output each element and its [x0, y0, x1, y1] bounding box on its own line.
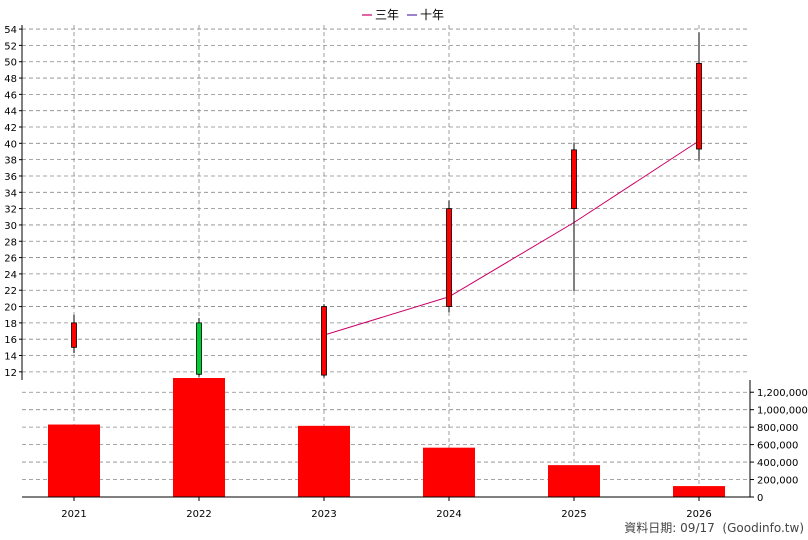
volume-bar [48, 424, 100, 497]
volume-bar [423, 447, 475, 497]
legend: 三年 十年 [362, 8, 444, 22]
footer-date-prefix: 資料日期: [624, 521, 677, 535]
candle-body [71, 322, 77, 348]
volume-tick-label: 400,000 [757, 458, 798, 469]
price-tick-label: 42 [4, 123, 17, 134]
legend-label-ten-year: 十年 [420, 8, 444, 22]
volume-bar [548, 465, 600, 497]
x-tick-label: 2026 [686, 509, 711, 520]
price-tick-label: 46 [4, 90, 17, 101]
candlesticks [71, 32, 702, 378]
volume-tick-label: 800,000 [757, 423, 798, 434]
x-axis-labels: 2021 2022 2023 2024 2025 2026 [61, 497, 712, 520]
moving-average-lines [323, 140, 700, 336]
price-tick-label: 36 [4, 172, 17, 183]
footer: 資料日期: 09/17 (Goodinfo.tw) [624, 519, 804, 536]
price-tick-label: 22 [4, 286, 17, 297]
price-tick-label: 50 [4, 58, 17, 69]
price-tick-label: 38 [4, 156, 17, 167]
price-tick-label: 20 [4, 303, 17, 314]
candle-body [696, 62, 702, 150]
price-tick-label: 34 [4, 188, 17, 199]
price-tick-label: 26 [4, 254, 17, 265]
candle-body [321, 306, 327, 376]
three-year-ma-line [323, 140, 700, 336]
price-tick-label: 24 [4, 270, 17, 281]
volume-bar [173, 378, 225, 497]
volume-bar [673, 486, 725, 497]
candle-body [446, 208, 452, 307]
price-tick-label: 14 [4, 352, 17, 363]
volume-tick-label: 1,000,000 [757, 406, 808, 417]
legend-label-three-year: 三年 [375, 8, 399, 22]
price-tick-label: 44 [4, 107, 17, 118]
footer-date: 09/17 [680, 521, 715, 535]
volume-tick-label: 600,000 [757, 441, 798, 452]
price-tick-label: 28 [4, 237, 17, 248]
price-tick-label: 48 [4, 74, 17, 85]
price-tick-label: 32 [4, 205, 17, 216]
candle-body [196, 322, 202, 375]
price-grid [22, 25, 750, 497]
price-tick-label: 18 [4, 319, 17, 330]
volume-tick-label: 0 [757, 493, 763, 504]
price-tick-label: 40 [4, 139, 17, 150]
volume-bars [48, 378, 725, 497]
candle-body [571, 149, 577, 210]
price-tick-label: 52 [4, 41, 17, 52]
volume-tick-label: 200,000 [757, 476, 798, 487]
volume-tick-label: 1,200,000 [757, 388, 808, 399]
price-tick-label: 30 [4, 221, 17, 232]
price-tick-label: 54 [4, 25, 17, 36]
x-tick-label: 2025 [561, 509, 586, 520]
axes: 12 14 16 18 20 22 24 26 28 30 32 34 36 38 40 42 44 46 48 50… [4, 25, 808, 504]
x-tick-label: 2023 [311, 509, 336, 520]
volume-bar [298, 425, 350, 497]
x-tick-label: 2021 [61, 509, 86, 520]
x-tick-label: 2022 [186, 509, 211, 520]
price-tick-label: 12 [4, 368, 17, 379]
x-tick-label: 2024 [436, 509, 461, 520]
footer-source: (Goodinfo.tw) [722, 521, 804, 535]
volume-grid [22, 391, 750, 480]
price-tick-label: 16 [4, 335, 17, 346]
